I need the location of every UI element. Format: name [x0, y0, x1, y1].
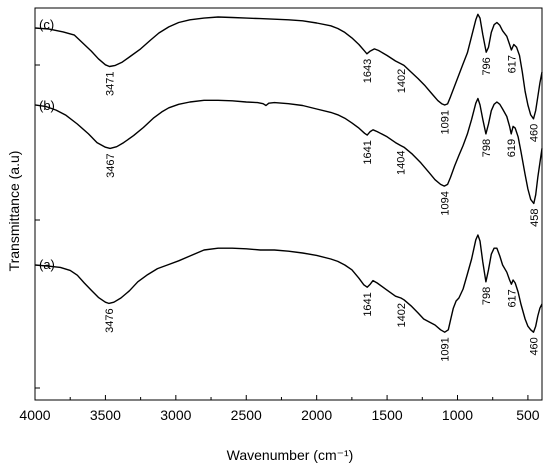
- peak-label: 617: [506, 55, 518, 73]
- series-line-b: [34, 97, 543, 205]
- x-tick-label: 3500: [90, 407, 121, 423]
- peak-label: 3471: [105, 72, 117, 96]
- peak-label: 798: [481, 287, 493, 305]
- peak-label: 1402: [396, 69, 408, 93]
- plot-axes: 4000 3500 3000 2500 2000 1500 1000 500: [19, 7, 543, 423]
- peak-label: 796: [481, 57, 493, 75]
- peak-label: 3476: [104, 308, 116, 332]
- series-label: (a): [39, 257, 55, 272]
- series-label: (b): [39, 98, 55, 113]
- peak-label: 1091: [440, 110, 452, 134]
- peak-label: 1641: [362, 140, 374, 164]
- peak-label: 798: [481, 139, 493, 157]
- peak-label: 1402: [396, 303, 408, 327]
- x-tick-label: 3000: [160, 407, 191, 423]
- series-layer: (c) (b) (a): [34, 13, 543, 333]
- peak-label: 460: [529, 337, 541, 355]
- series-label: (c): [39, 17, 54, 32]
- peak-label: 1404: [396, 151, 408, 175]
- peak-label: 3467: [105, 153, 117, 177]
- x-axis-title: Wavenumber (cm⁻¹): [227, 447, 354, 463]
- x-tick-label: 4000: [19, 407, 50, 423]
- peak-labels-layer: 3471 1643 1402 1091 796 617 460 3467 1641 1404 109…: [104, 55, 541, 362]
- peak-label: 460: [529, 124, 541, 142]
- series-line-a: [34, 234, 543, 333]
- x-tick-label: 500: [516, 407, 540, 423]
- peak-label: 1094: [439, 191, 451, 215]
- peak-label: 617: [506, 289, 518, 307]
- peak-label: 1643: [362, 59, 374, 83]
- peak-label: 619: [506, 139, 518, 157]
- series-line-c: [34, 13, 543, 120]
- peak-label: 458: [529, 209, 541, 227]
- peak-label: 1641: [362, 292, 374, 316]
- x-tick-label: 2500: [231, 407, 262, 423]
- y-axis-title: Transmittance (a.u): [6, 151, 22, 272]
- plot-frame: [34, 7, 543, 401]
- x-tick-label: 1500: [372, 407, 403, 423]
- peak-label: 1091: [440, 337, 452, 361]
- x-tick-label: 2000: [301, 407, 332, 423]
- x-tick-label: 1000: [442, 407, 473, 423]
